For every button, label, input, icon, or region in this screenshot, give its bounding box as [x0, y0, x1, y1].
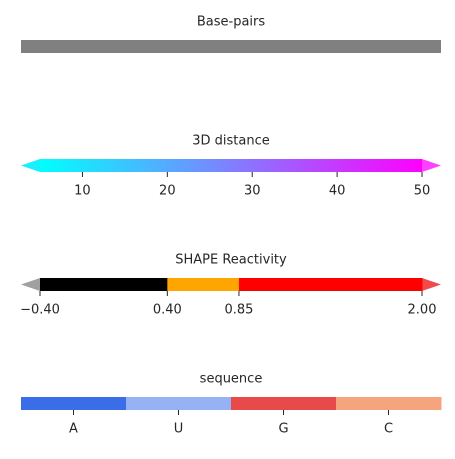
tick-label: 20: [159, 184, 176, 199]
extend-under: [21, 159, 40, 172]
category-swatch: [336, 397, 442, 410]
extend-under: [21, 278, 40, 291]
extend-over: [422, 159, 441, 172]
color-segment: [238, 278, 423, 291]
colorbar-title: SHAPE Reactivity: [175, 253, 287, 268]
colorbar-bar: [21, 40, 441, 53]
tick-label: 40: [329, 184, 346, 199]
tick-label: 2.00: [408, 303, 437, 318]
tick-label: −0.40: [20, 303, 60, 318]
tick-label: 0.40: [153, 303, 182, 318]
colorbar-title: sequence: [200, 372, 263, 387]
tick-label: U: [174, 422, 184, 437]
tick-label: 50: [414, 184, 431, 199]
color-segment: [40, 278, 168, 291]
category-swatch: [21, 397, 127, 410]
category-swatch: [126, 397, 232, 410]
extend-over: [422, 278, 441, 291]
tick-label: C: [384, 422, 393, 437]
tick-label: G: [278, 422, 288, 437]
tick-label: 0.85: [224, 303, 253, 318]
colorbar-title: Base-pairs: [197, 15, 266, 30]
color-segment: [167, 278, 240, 291]
tick-label: 10: [74, 184, 91, 199]
tick-label: 30: [244, 184, 261, 199]
colorbar-title: 3D distance: [192, 134, 270, 149]
tick-label: A: [69, 422, 78, 437]
category-swatch: [231, 397, 337, 410]
gradient-bar: [40, 159, 422, 172]
